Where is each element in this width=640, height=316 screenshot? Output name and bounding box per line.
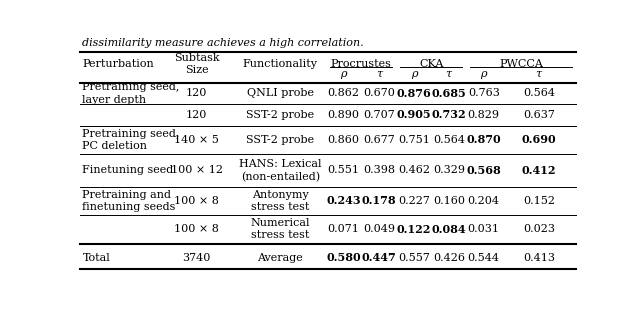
Text: 0.426: 0.426	[433, 253, 465, 263]
Text: 0.413: 0.413	[523, 253, 555, 263]
Text: 3740: 3740	[182, 253, 211, 263]
Text: Pretraining seed,
layer depth: Pretraining seed, layer depth	[83, 82, 180, 105]
Text: 0.398: 0.398	[363, 165, 395, 175]
Text: 100 × 12: 100 × 12	[170, 165, 223, 175]
Text: 0.829: 0.829	[468, 110, 500, 120]
Text: 0.122: 0.122	[397, 224, 431, 235]
Text: τ: τ	[536, 69, 542, 79]
Text: 0.071: 0.071	[328, 224, 360, 234]
Text: 140 × 5: 140 × 5	[174, 135, 219, 145]
Text: 0.905: 0.905	[397, 109, 431, 120]
Text: τ: τ	[445, 69, 452, 79]
Text: 0.763: 0.763	[468, 88, 500, 98]
Text: ρ: ρ	[411, 69, 417, 79]
Text: 0.564: 0.564	[433, 135, 465, 145]
Text: HANS: Lexical
(non-entailed): HANS: Lexical (non-entailed)	[239, 159, 322, 182]
Text: 0.677: 0.677	[363, 135, 395, 145]
Text: 100 × 8: 100 × 8	[174, 224, 219, 234]
Text: 0.049: 0.049	[363, 224, 395, 234]
Text: Functionality: Functionality	[243, 59, 318, 69]
Text: Pretraining and
finetuning seeds: Pretraining and finetuning seeds	[83, 190, 176, 212]
Text: 0.670: 0.670	[363, 88, 395, 98]
Text: Subtask
Size: Subtask Size	[173, 52, 220, 75]
Text: Finetuning seed: Finetuning seed	[83, 165, 173, 175]
Text: 0.023: 0.023	[523, 224, 555, 234]
Text: 0.551: 0.551	[328, 165, 360, 175]
Text: 0.637: 0.637	[523, 110, 555, 120]
Text: 0.447: 0.447	[362, 252, 396, 263]
Text: 0.862: 0.862	[328, 88, 360, 98]
Text: 0.860: 0.860	[328, 135, 360, 145]
Text: Pretraining seed,
PC deletion: Pretraining seed, PC deletion	[83, 129, 180, 151]
Text: QNLI probe: QNLI probe	[247, 88, 314, 98]
Text: 100 × 8: 100 × 8	[174, 196, 219, 206]
Text: 0.178: 0.178	[362, 195, 396, 206]
Text: Average: Average	[257, 253, 303, 263]
Text: 0.890: 0.890	[328, 110, 360, 120]
Text: Perturbation: Perturbation	[83, 59, 154, 69]
Text: 0.580: 0.580	[326, 252, 361, 263]
Text: PWCCA: PWCCA	[499, 59, 543, 69]
Text: Total: Total	[83, 253, 110, 263]
Text: 0.152: 0.152	[523, 196, 555, 206]
Text: Procrustes: Procrustes	[331, 59, 392, 69]
Text: SST-2 probe: SST-2 probe	[246, 110, 314, 120]
Text: 0.732: 0.732	[431, 109, 466, 120]
Text: 0.329: 0.329	[433, 165, 465, 175]
Text: 0.557: 0.557	[398, 253, 430, 263]
Text: 0.870: 0.870	[467, 134, 501, 145]
Text: 0.707: 0.707	[363, 110, 395, 120]
Text: dissimilarity measure achieves a high correlation.: dissimilarity measure achieves a high co…	[83, 38, 364, 48]
Text: 120: 120	[186, 110, 207, 120]
Text: 0.876: 0.876	[397, 88, 431, 99]
Text: ρ: ρ	[481, 69, 487, 79]
Text: SST-2 probe: SST-2 probe	[246, 135, 314, 145]
Text: 0.160: 0.160	[433, 196, 465, 206]
Text: 120: 120	[186, 88, 207, 98]
Text: 0.685: 0.685	[431, 88, 466, 99]
Text: Antonymy
stress test: Antonymy stress test	[251, 190, 310, 212]
Text: 0.412: 0.412	[522, 165, 556, 176]
Text: 0.690: 0.690	[522, 134, 556, 145]
Text: 0.544: 0.544	[468, 253, 500, 263]
Text: CKA: CKA	[419, 59, 444, 69]
Text: Numerical
stress test: Numerical stress test	[251, 218, 310, 240]
Text: 0.227: 0.227	[398, 196, 430, 206]
Text: τ: τ	[376, 69, 382, 79]
Text: 0.243: 0.243	[326, 195, 361, 206]
Text: 0.751: 0.751	[398, 135, 430, 145]
Text: 0.031: 0.031	[468, 224, 500, 234]
Text: 0.084: 0.084	[431, 224, 466, 235]
Text: 0.564: 0.564	[523, 88, 555, 98]
Text: ρ: ρ	[340, 69, 347, 79]
Text: 0.568: 0.568	[467, 165, 501, 176]
Text: 0.204: 0.204	[468, 196, 500, 206]
Text: 0.462: 0.462	[398, 165, 430, 175]
